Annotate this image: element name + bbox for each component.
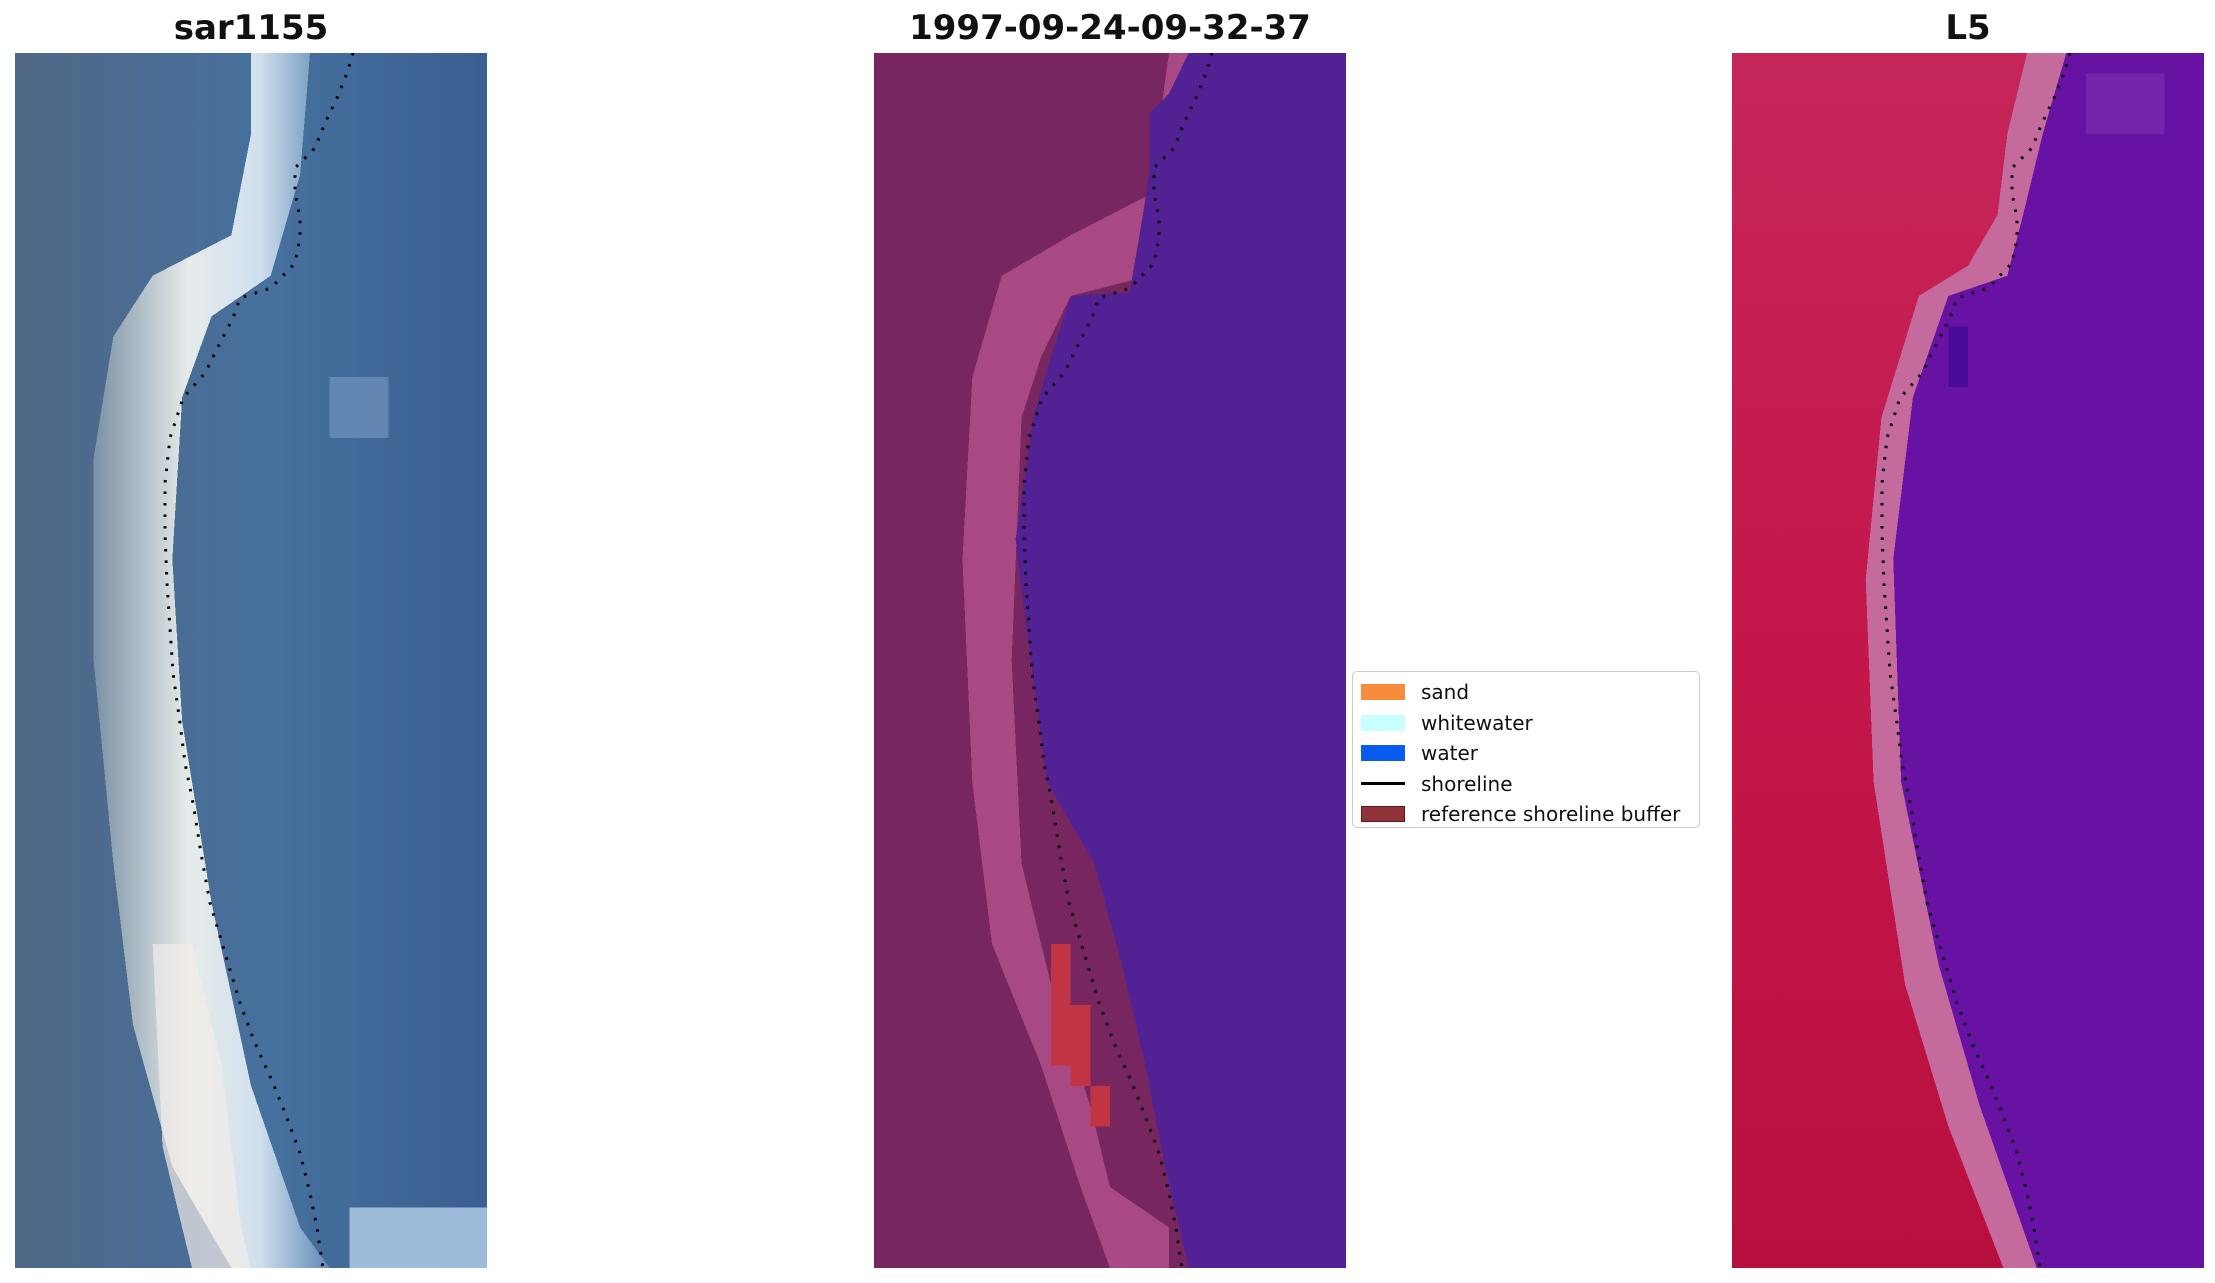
legend-item-shoreline: shoreline <box>1361 769 1699 800</box>
left-panel-title: sar1155 <box>173 8 329 48</box>
middle-panel-title: 1997-09-24-09-32-37 <box>909 8 1311 48</box>
right-panel-title: L5 <box>1945 8 1991 48</box>
legend-label: reference shoreline buffer <box>1421 802 1681 827</box>
legend-item-reference-buffer: reference shoreline buffer <box>1361 799 1699 830</box>
index-water <box>1893 53 2204 1268</box>
legend-label: water <box>1421 741 1478 766</box>
shoreline-overlay <box>1880 53 2072 1268</box>
classified-sand-pixels <box>1051 944 1110 1127</box>
rgb-image-panel <box>15 53 487 1268</box>
legend-label: shoreline <box>1421 771 1513 796</box>
shoreline-line <box>1022 53 1214 1268</box>
rgb-lower-bright <box>152 944 251 1268</box>
classification-panel <box>874 53 1346 1268</box>
legend-label: whitewater <box>1421 710 1533 735</box>
water-swatch <box>1361 745 1405 762</box>
classified-buffer-zone <box>962 53 1189 1268</box>
shoreline-overlay <box>1022 53 1214 1268</box>
shoreline-overlay <box>163 53 355 1268</box>
legend-item-whitewater: whitewater <box>1361 708 1699 739</box>
rgb-beach-strip <box>93 53 330 1268</box>
sand-swatch <box>1361 684 1405 701</box>
legend-item-sand: sand <box>1361 677 1699 708</box>
index-image-panel <box>1732 53 2204 1268</box>
classified-water <box>1015 53 1346 1268</box>
reference-buffer-swatch <box>1361 806 1405 823</box>
legend: sand whitewater water shoreline referenc… <box>1352 671 1700 828</box>
index-boundary-band <box>1865 53 2067 1268</box>
shoreline-swatch <box>1361 782 1405 786</box>
legend-item-water: water <box>1361 738 1699 769</box>
shoreline-line <box>163 53 355 1268</box>
whitewater-swatch <box>1361 714 1405 731</box>
shoreline-line <box>1880 53 2072 1268</box>
legend-label: sand <box>1421 680 1470 705</box>
